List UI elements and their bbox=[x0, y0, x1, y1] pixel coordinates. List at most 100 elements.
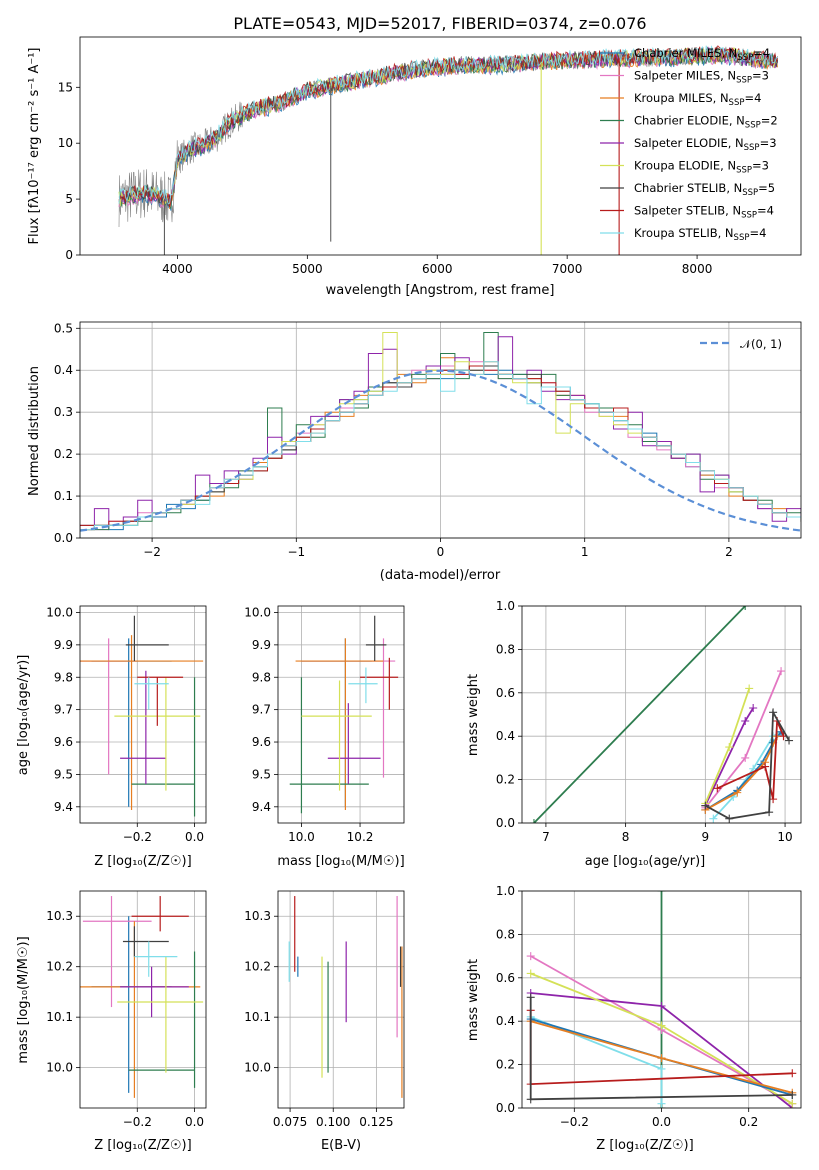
mass-weight-vs-age-marker-cs-3 bbox=[769, 708, 778, 717]
mass-weight-vs-Z-marker-ks-2 bbox=[657, 1099, 666, 1108]
mass-vs-ebv-xtick-label-1: 0.100 bbox=[316, 1115, 350, 1129]
legend-label-text: Kroupa ELODIE, N bbox=[634, 159, 736, 173]
age-vs-Z-ytick-label-3: 9.7 bbox=[54, 703, 73, 717]
hist-series-ce bbox=[80, 332, 801, 538]
hist-series-cm bbox=[80, 365, 801, 538]
hist-xtick-label-1: −1 bbox=[287, 545, 305, 559]
hist-ylabel: Normed distribution bbox=[27, 366, 42, 496]
spectrum-ytick-label-3: 15 bbox=[58, 80, 73, 94]
mass-vs-Z-frame bbox=[79, 890, 207, 1109]
mass-weight-vs-age-marker-ce-0 bbox=[529, 819, 538, 823]
hist-xtick-label-3: 1 bbox=[581, 545, 589, 559]
mass-weight-vs-age-marker-ke-1 bbox=[725, 743, 734, 752]
age-vs-Z-xtick-label-0: −0.2 bbox=[123, 830, 152, 844]
legend-label-text: Salpeter ELODIE, N bbox=[634, 136, 744, 150]
mwage-xlabel: age [log₁₀(age/yr)] bbox=[585, 854, 706, 869]
hist-series-cs bbox=[80, 365, 801, 538]
legend-label-sub: SSP bbox=[737, 53, 753, 63]
mass-weight-vs-Z-marker-cs-1 bbox=[526, 1095, 535, 1104]
mass-weight-vs-age-ytick-label-1: 0.2 bbox=[496, 773, 515, 787]
legend-label-ks: Kroupa STELIB, NSSP=4 bbox=[634, 226, 766, 243]
spectrum-xtick-label-2: 6000 bbox=[422, 262, 453, 276]
mass-weight-vs-Z-ytick-label-2: 0.4 bbox=[496, 1014, 515, 1028]
legend-label-text: Chabrier STELIB, N bbox=[634, 181, 742, 195]
legend-label-ke: Kroupa ELODIE, NSSP=3 bbox=[634, 159, 769, 176]
legend-label-tail: =3 bbox=[752, 69, 769, 83]
mass-weight-vs-age-xtick-label-1: 8 bbox=[622, 830, 630, 844]
age-vs-mass-frame bbox=[277, 605, 405, 824]
age-vs-mass-ytick-label-5: 9.9 bbox=[252, 638, 271, 652]
legend-label-se: Salpeter ELODIE, NSSP=3 bbox=[634, 136, 777, 153]
mass-weight-vs-Z-marker-ke-1 bbox=[657, 1021, 666, 1030]
spectrum-xlabel: wavelength [Angstrom, rest frame] bbox=[326, 283, 555, 298]
hist-xtick-label-2: 0 bbox=[437, 545, 445, 559]
mass-vs-Z-xtick-label-0: −0.2 bbox=[123, 1115, 152, 1129]
hist-xtick-label-0: −2 bbox=[143, 545, 161, 559]
mass-weight-vs-Z-marker-cs-2 bbox=[788, 1090, 797, 1099]
mass-weight-vs-Z-marker-sm-0 bbox=[526, 952, 535, 961]
mass-weight-vs-Z-xtick-label-2: 0.2 bbox=[739, 1115, 758, 1129]
mass-weight-vs-age-marker-ss-1 bbox=[761, 762, 770, 771]
legend-label-ss: Salpeter STELIB, NSSP=4 bbox=[634, 204, 774, 221]
hist-series-sm bbox=[80, 361, 801, 538]
age-vs-Z-xtick-label-1: 0.0 bbox=[185, 830, 204, 844]
mwz-ylabel: mass weight bbox=[466, 959, 481, 1041]
age-vs-mass-ytick-label-0: 9.4 bbox=[252, 800, 271, 814]
legend-label-cs: Chabrier STELIB, NSSP=5 bbox=[634, 181, 775, 198]
mass-weight-vs-age-marker-cs-2 bbox=[765, 808, 774, 817]
mass-weight-vs-age-marker-cs-1 bbox=[725, 814, 734, 823]
mass-weight-vs-Z-marker-ke-2 bbox=[788, 1099, 797, 1108]
mass-weight-vs-Z-marker-ss-2 bbox=[788, 1069, 797, 1078]
spectrum-frame bbox=[79, 36, 802, 256]
mass-weight-vs-age-marker-km-1 bbox=[733, 788, 742, 797]
legend-label-tail: =4 bbox=[757, 204, 774, 218]
spectrum-traces bbox=[118, 45, 779, 255]
legend-label-tail: =3 bbox=[760, 136, 777, 150]
spectrum-panel: 4000 5000 6000 7000 8000 0 5 10 15 bbox=[58, 36, 802, 276]
mass-weight-vs-Z-marker-ke-0 bbox=[526, 969, 535, 978]
mass-weight-vs-Z-marker-se-1 bbox=[657, 1002, 666, 1011]
mass-vs-ebv-marks bbox=[288, 896, 403, 1098]
age-vs-mass-xtick-label-0: 10.0 bbox=[288, 830, 315, 844]
legend-label-tail: =2 bbox=[761, 114, 778, 128]
age-vs-z-panel: −0.2 0.0 9.4 9.5 9.6 9.7 9.8 9.9 10.0 bbox=[46, 605, 207, 844]
hist-ytick-label-3: 0.3 bbox=[54, 405, 73, 419]
mass-weight-vs-Z-ytick-label-4: 0.8 bbox=[496, 927, 515, 941]
age-vs-mass-xtick-label-1: 10.2 bbox=[347, 830, 374, 844]
hist-series-ke bbox=[80, 332, 801, 538]
mass-weight-vs-Z-marks bbox=[526, 891, 797, 1108]
hist-ytick-label-5: 0.5 bbox=[54, 321, 73, 335]
legend-label-sub: SSP bbox=[744, 143, 760, 153]
age-vs-Z-ytick-label-2: 9.6 bbox=[54, 735, 73, 749]
legend-label-cm: Chabrier MILES, NSSP=4 bbox=[634, 46, 770, 63]
massebv-xlabel: E(B-V) bbox=[321, 1138, 361, 1153]
mass-weight-vs-age-marker-ce-1 bbox=[741, 606, 750, 610]
mass-weight-vs-age-panel: 7 8 9 10 0.0 0.2 0.4 0.6 0.8 1.0 bbox=[496, 599, 802, 844]
legend-label-text: Salpeter STELIB, N bbox=[634, 204, 741, 218]
mass-vs-Z-ytick-label-2: 10.2 bbox=[46, 960, 73, 974]
legend-label-sub: SSP bbox=[742, 188, 758, 198]
mass-vs-Z-ytick-label-1: 10.1 bbox=[46, 1010, 73, 1024]
hist-series-ss bbox=[80, 365, 801, 538]
age-vs-Z-ytick-label-5: 9.9 bbox=[54, 638, 73, 652]
massz-ylabel: mass [log₁₀(M/M☉)] bbox=[16, 936, 31, 1063]
hist-legend: 𝒩(0, 1) bbox=[700, 337, 782, 351]
mass-vs-Z-marks bbox=[80, 896, 204, 1098]
hist-frame bbox=[79, 321, 802, 539]
mass-vs-ebv-xtick-label-0: 0.075 bbox=[273, 1115, 307, 1129]
legend-label-tail: =4 bbox=[753, 46, 770, 60]
mass-weight-vs-age-frame bbox=[521, 605, 802, 824]
mass-weight-vs-age-marker-se-1 bbox=[741, 717, 750, 726]
age-vs-mass-marks bbox=[289, 615, 399, 814]
mwage-ylabel: mass weight bbox=[466, 674, 481, 756]
mass-weight-vs-Z-xtick-label-1: 0.0 bbox=[652, 1115, 671, 1129]
legend-label-text: Kroupa MILES, N bbox=[634, 91, 729, 105]
mass-weight-vs-age-marks bbox=[529, 606, 794, 823]
legend-label-km: Kroupa MILES, NSSP=4 bbox=[634, 91, 761, 108]
mass-weight-vs-age-marker-sm-1 bbox=[741, 753, 750, 762]
age-vs-Z-ytick-label-0: 9.4 bbox=[54, 800, 73, 814]
mass-vs-ebv-ytick-label-3: 10.3 bbox=[244, 909, 271, 923]
mass-weight-vs-Z-ytick-label-3: 0.6 bbox=[496, 971, 515, 985]
mass-weight-vs-age-xtick-label-2: 9 bbox=[702, 830, 710, 844]
